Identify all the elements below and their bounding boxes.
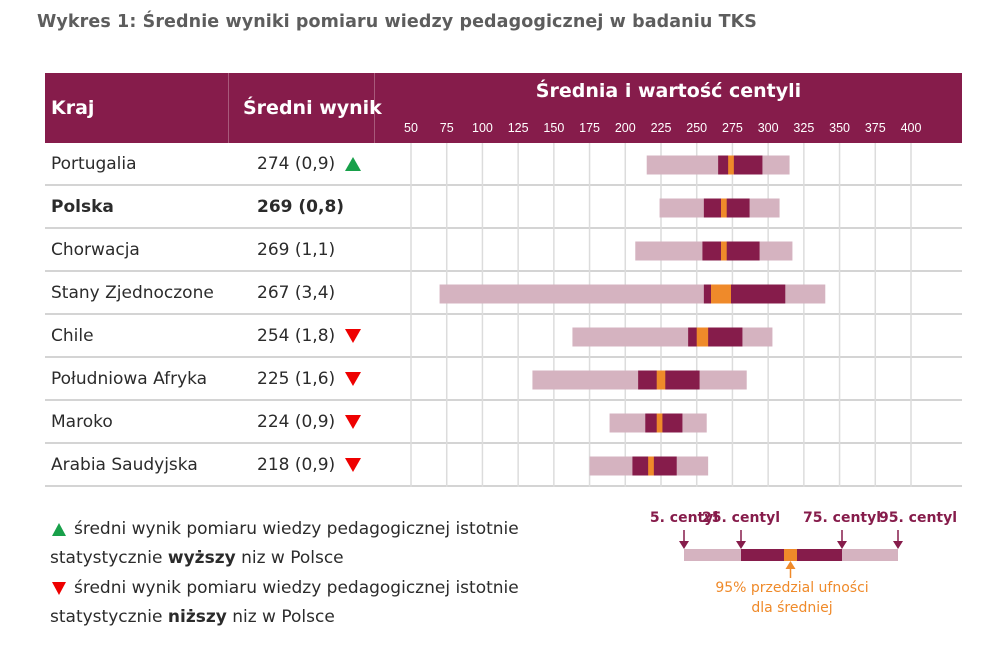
table-row: Polska 269 (0,8)	[45, 186, 962, 229]
table-row: Stany Zjednoczone 267 (3,4)	[45, 272, 962, 315]
header-country-label: Kraj	[51, 97, 95, 119]
bar-p25-p75	[718, 155, 763, 175]
mean-score: 274 (0,9)	[257, 154, 336, 174]
arrow-down-icon	[893, 541, 903, 549]
bar-mean-ci	[721, 198, 727, 218]
country-name: Chile	[51, 326, 94, 346]
mean-score: 269 (0,8)	[257, 197, 345, 217]
country-name: Stany Zjednoczone	[51, 283, 214, 303]
header-chart-area: Średnia i wartość centyli	[375, 73, 962, 143]
key-ci-label-line2: dla średniej	[751, 600, 833, 616]
x-tick-label: 175	[579, 121, 600, 135]
x-tick-label: 400	[900, 121, 922, 135]
bar-p25-p75	[632, 456, 677, 476]
table-header: Kraj Średni wynik Średnia i wartość cent…	[45, 73, 962, 143]
triangle-up-icon	[345, 157, 361, 171]
x-tick-label: 125	[507, 121, 529, 135]
bar-p25-p75	[645, 413, 683, 433]
legend-higher-post: niz w Polsce	[235, 548, 344, 568]
triangle-down-icon	[345, 415, 361, 429]
bar-p25-p75	[688, 327, 743, 347]
legend-lower-pre: statystycznie	[50, 607, 168, 627]
table-row: Arabia Saudyjska 218 (0,9)	[45, 444, 962, 487]
x-tick-label: 300	[757, 121, 779, 135]
x-tick-label: 350	[829, 121, 850, 135]
legend-higher-line1: średni wynik pomiaru wiedzy pedagogiczne…	[50, 519, 519, 539]
mean-score: 225 (1,6)	[257, 369, 336, 389]
header-score-label: Średni wynik	[243, 97, 382, 119]
x-tick-label: 50	[404, 121, 418, 135]
mean-score: 267 (3,4)	[257, 283, 336, 303]
bar-mean-ci	[721, 241, 727, 261]
bar-mean-ci	[656, 413, 663, 433]
table-row: Chile 254 (1,8)	[45, 315, 962, 358]
header-chart-label: Średnia i wartość centyli	[535, 80, 802, 102]
bar-mean-ci	[656, 370, 666, 390]
country-name: Portugalia	[51, 154, 137, 174]
x-tick-label: 375	[864, 121, 886, 135]
mean-score: 224 (0,9)	[257, 412, 336, 432]
triangle-down-icon	[345, 458, 361, 472]
triangle-down-icon	[52, 581, 66, 595]
key-ci-label-line1: 95% przedzial ufności	[715, 580, 869, 596]
legend-higher-text: średni wynik pomiaru wiedzy pedagogiczne…	[74, 519, 519, 539]
header-cell-score	[229, 73, 375, 143]
legend-lower-line2: statystycznie niższy niz w Polsce	[50, 607, 335, 627]
country-name: Chorwacja	[51, 240, 140, 260]
x-tick-label: 75	[439, 121, 454, 135]
country-name: Maroko	[51, 412, 113, 432]
legend-lower-text: średni wynik pomiaru wiedzy pedagogiczne…	[74, 578, 519, 598]
key-p75-label: 75. centyl	[802, 510, 882, 526]
legend-lower-line1: średni wynik pomiaru wiedzy pedagogiczne…	[50, 578, 519, 598]
mean-score: 218 (0,9)	[257, 455, 336, 475]
key-p95-label: 95. centyl	[878, 510, 958, 526]
arrow-down-icon	[679, 541, 689, 549]
arrow-up-icon	[785, 561, 796, 569]
bar-p25-p75	[638, 370, 700, 390]
legend-lower-bold: niższy	[167, 607, 227, 627]
mean-score: 269 (1,1)	[257, 240, 336, 260]
legend-higher-bold: wyższy	[167, 548, 236, 568]
bar-p25-p75	[702, 241, 760, 261]
country-name: Polska	[51, 197, 114, 217]
bar-mean-ci	[711, 284, 731, 304]
table-row: Chorwacja 269 (1,1)	[45, 229, 962, 272]
legend-higher-pre: statystycznie	[50, 548, 168, 568]
legend-lower-post: niz w Polsce	[226, 607, 335, 627]
table-row: Portugalia 274 (0,9)	[45, 143, 962, 186]
country-name: Arabia Saudyjska	[51, 455, 198, 475]
table-row: Maroko 224 (0,9)	[45, 401, 962, 444]
triangle-up-icon	[52, 522, 66, 536]
x-tick-label: 100	[471, 121, 493, 135]
triangle-down-icon	[345, 372, 361, 386]
header-cell-country	[45, 73, 229, 143]
x-tick-label: 250	[686, 121, 708, 135]
key-bar-ci	[784, 549, 797, 561]
key-p25-label: 25. centyl	[701, 510, 781, 526]
table-row: Południowa Afryka 225 (1,6)	[45, 358, 962, 401]
mean-score: 254 (1,8)	[257, 326, 336, 346]
bar-p5-p95	[646, 155, 790, 175]
arrow-down-icon	[736, 541, 746, 549]
x-tick-label: 150	[543, 121, 565, 135]
x-tick-label: 225	[650, 121, 672, 135]
arrow-down-icon	[837, 541, 847, 549]
bar-mean-ci	[696, 327, 709, 347]
key-p5-label: 5. centyl	[649, 510, 719, 526]
x-tick-label: 325	[793, 121, 815, 135]
x-tick-label: 200	[614, 121, 636, 135]
x-tick-label: 275	[721, 121, 743, 135]
legend-higher-line2: statystycznie wyższy niz w Polsce	[50, 548, 344, 568]
triangle-down-icon	[345, 329, 361, 343]
chart-title: Wykres 1: Średnie wyniki pomiaru wiedzy …	[37, 12, 757, 32]
bar-mean-ci	[648, 456, 654, 476]
country-name: Południowa Afryka	[51, 369, 208, 389]
bar-mean-ci	[728, 155, 734, 175]
